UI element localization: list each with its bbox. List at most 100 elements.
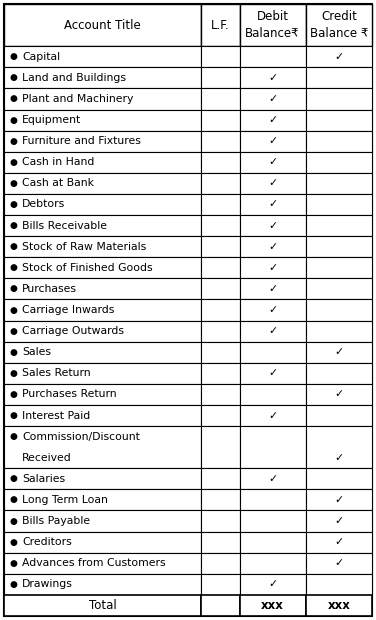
Bar xyxy=(201,89,240,110)
Bar xyxy=(306,110,372,131)
Bar xyxy=(4,510,201,531)
Text: Sales Return: Sales Return xyxy=(22,368,91,378)
Bar xyxy=(201,426,240,468)
Bar xyxy=(201,173,240,194)
Text: ✓: ✓ xyxy=(268,179,277,188)
Bar xyxy=(240,173,306,194)
Text: ✓: ✓ xyxy=(268,474,277,484)
Bar xyxy=(306,89,372,110)
Bar xyxy=(306,426,372,468)
Bar xyxy=(306,489,372,510)
Text: ●: ● xyxy=(9,94,17,104)
Text: Creditors: Creditors xyxy=(22,537,72,547)
Text: ●: ● xyxy=(9,242,17,251)
Text: ✓: ✓ xyxy=(268,157,277,167)
Text: ✓: ✓ xyxy=(334,453,343,463)
Bar xyxy=(306,510,372,531)
Text: ✓: ✓ xyxy=(334,51,343,62)
Text: ●: ● xyxy=(9,474,17,484)
Text: ●: ● xyxy=(9,495,17,505)
Bar xyxy=(4,321,201,342)
Bar xyxy=(240,531,306,552)
Bar xyxy=(4,173,201,194)
Text: Salaries: Salaries xyxy=(22,474,65,484)
Text: ✓: ✓ xyxy=(334,389,343,399)
Bar xyxy=(306,405,372,426)
Bar xyxy=(240,110,306,131)
Bar xyxy=(240,342,306,363)
Text: Furniture and Fixtures: Furniture and Fixtures xyxy=(22,136,141,146)
Bar xyxy=(4,257,201,278)
Text: Advances from Customers: Advances from Customers xyxy=(22,558,165,569)
Text: Bills Payable: Bills Payable xyxy=(22,516,90,526)
Text: ✓: ✓ xyxy=(268,326,277,336)
Text: ●: ● xyxy=(9,516,17,526)
Bar xyxy=(240,510,306,531)
Text: ✓: ✓ xyxy=(334,537,343,547)
Text: ✓: ✓ xyxy=(268,368,277,378)
Text: Drawings: Drawings xyxy=(22,579,73,590)
Bar xyxy=(240,152,306,173)
Bar xyxy=(4,574,201,595)
Bar xyxy=(240,595,306,616)
Bar xyxy=(240,194,306,215)
Bar xyxy=(306,363,372,384)
Text: ✓: ✓ xyxy=(268,200,277,210)
Bar xyxy=(4,531,201,552)
Text: ✓: ✓ xyxy=(268,136,277,146)
Bar xyxy=(4,363,201,384)
Text: ●: ● xyxy=(9,432,17,441)
Bar xyxy=(201,574,240,595)
Text: Carriage Inwards: Carriage Inwards xyxy=(22,305,114,315)
Bar xyxy=(306,4,372,46)
Bar xyxy=(240,321,306,342)
Text: ●: ● xyxy=(9,179,17,188)
Bar xyxy=(240,4,306,46)
Text: Account Title: Account Title xyxy=(64,19,141,32)
Text: Interest Paid: Interest Paid xyxy=(22,410,90,420)
Bar xyxy=(306,342,372,363)
Bar xyxy=(240,574,306,595)
Bar xyxy=(4,152,201,173)
Text: Purchases Return: Purchases Return xyxy=(22,389,117,399)
Bar xyxy=(4,384,201,405)
Bar xyxy=(306,574,372,595)
Text: Capital: Capital xyxy=(22,51,60,62)
Text: ●: ● xyxy=(9,115,17,125)
Text: Stock of Raw Materials: Stock of Raw Materials xyxy=(22,242,146,252)
Bar xyxy=(201,4,240,46)
Bar xyxy=(4,299,201,321)
Text: ✓: ✓ xyxy=(268,579,277,590)
Text: Cash in Hand: Cash in Hand xyxy=(22,157,94,167)
Bar xyxy=(306,384,372,405)
Text: ●: ● xyxy=(9,285,17,293)
Text: Received: Received xyxy=(22,453,72,463)
Bar xyxy=(240,89,306,110)
Bar xyxy=(240,384,306,405)
Bar xyxy=(4,468,201,489)
Bar xyxy=(4,342,201,363)
Bar xyxy=(306,595,372,616)
Bar xyxy=(4,426,201,468)
Bar xyxy=(306,194,372,215)
Text: ✓: ✓ xyxy=(334,347,343,357)
Text: ✓: ✓ xyxy=(268,242,277,252)
Bar xyxy=(201,595,240,616)
Text: ●: ● xyxy=(9,157,17,167)
Text: ●: ● xyxy=(9,538,17,547)
Bar xyxy=(201,363,240,384)
Bar xyxy=(201,342,240,363)
Bar xyxy=(4,4,201,46)
Bar xyxy=(240,405,306,426)
Text: ●: ● xyxy=(9,390,17,399)
Bar xyxy=(201,552,240,574)
Bar xyxy=(4,89,201,110)
Text: Cash at Bank: Cash at Bank xyxy=(22,179,94,188)
Text: Debit
Balance₹: Debit Balance₹ xyxy=(245,10,300,40)
Bar xyxy=(4,236,201,257)
Text: ✓: ✓ xyxy=(268,73,277,83)
Text: Plant and Machinery: Plant and Machinery xyxy=(22,94,133,104)
Bar xyxy=(201,194,240,215)
Bar xyxy=(4,110,201,131)
Text: Commission/Discount: Commission/Discount xyxy=(22,432,140,441)
